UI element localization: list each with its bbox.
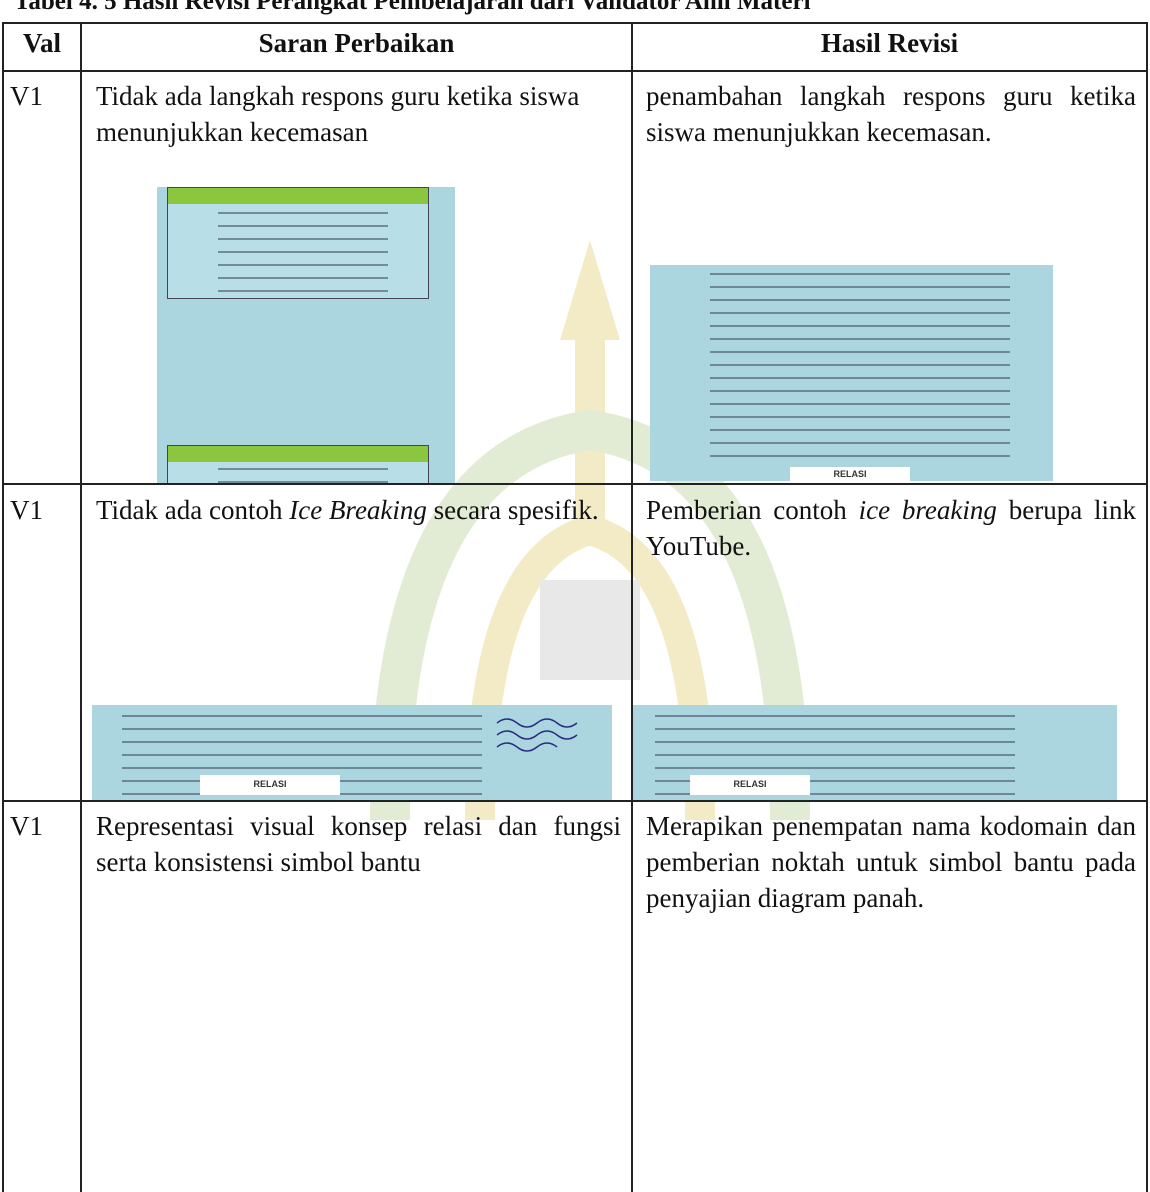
- screenshot-image: [92, 705, 612, 800]
- table-border: [2, 22, 4, 1192]
- figure-label: RELASI: [690, 775, 810, 795]
- caption: Tabel 4. 5 Hasil Revisi Perangkat Pembel…: [14, 0, 811, 15]
- text-lines: [218, 212, 388, 292]
- text-run: Pemberian contoh: [646, 495, 859, 525]
- screenshot-image: [157, 187, 455, 483]
- revisi-cell: penambahan langkah respons guru ketika s…: [646, 81, 1136, 147]
- revisi-cell: Pemberian contoh ice breaking berupa lin…: [646, 492, 1136, 564]
- table-border: [2, 70, 1148, 72]
- val-cell: V1: [10, 81, 43, 111]
- table-head: [168, 188, 428, 204]
- figure-label: RELASI: [790, 467, 910, 481]
- revisi-cell: Merapikan penempatan nama kodomain dan p…: [646, 811, 1136, 913]
- header-cell: Hasil Revisi: [820, 28, 959, 58]
- val-cell: V1: [10, 495, 43, 525]
- text-run: berupa link YouTube.: [646, 495, 1137, 561]
- table-border: [80, 22, 82, 1192]
- table-head: [168, 446, 428, 462]
- saran-cell: Representasi visual konsep relasi dan fu…: [96, 811, 621, 877]
- val-cell: V1: [10, 811, 43, 841]
- text-run: Tidak ada contoh: [96, 495, 290, 525]
- text-run: Ice Breaking: [289, 495, 427, 525]
- header-cell: Saran Perbaikan: [258, 28, 455, 58]
- table-border: [2, 483, 1148, 485]
- text-lines: [218, 468, 388, 483]
- watermark: [370, 240, 810, 821]
- table-border: [2, 22, 1148, 24]
- text-run: ice breaking: [858, 495, 997, 525]
- screenshot-image: RELASI: [650, 265, 1053, 481]
- table-border: [1146, 22, 1148, 1192]
- header-cell: Val: [22, 28, 62, 58]
- table-border: [631, 22, 633, 1192]
- handwriting: [496, 718, 578, 752]
- table-border: [2, 800, 1148, 802]
- saran-cell: Tidak ada langkah respons guru ketika si…: [96, 81, 580, 147]
- figure-label: RELASI: [200, 775, 340, 795]
- text-lines: [710, 273, 1010, 458]
- inner-table: [167, 187, 429, 299]
- text-run: secara spesifik.: [426, 495, 599, 525]
- inner-table: [167, 445, 429, 483]
- saran-cell: Tidak ada contoh Ice Breaking secara spe…: [96, 492, 621, 528]
